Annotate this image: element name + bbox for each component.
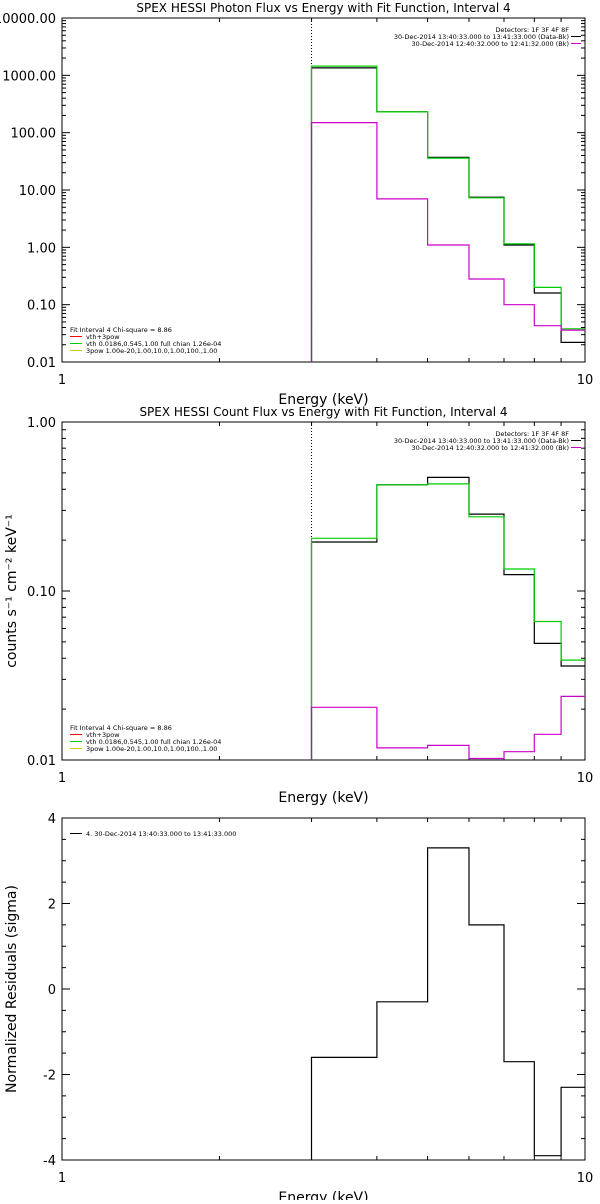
x-axis-label: Energy (keV) xyxy=(278,790,368,806)
legend-header: Fit Interval 4 Chi-square = 8.86 xyxy=(70,326,172,334)
axes-frame xyxy=(61,817,586,1161)
y-tick-label: 10000.00 xyxy=(0,12,56,27)
series-line-data-bk xyxy=(310,476,585,760)
legend-entry-label: vth 0.0186,0.545,1.00 full chian 1.26e-0… xyxy=(86,738,221,746)
chart-title: SPEX HESSI Count Flux vs Energy with Fit… xyxy=(139,405,507,419)
axes-frame xyxy=(61,421,586,761)
axes-frame xyxy=(61,17,586,363)
y-tick-label: 4 xyxy=(48,812,56,827)
x-tick-label: 1 xyxy=(58,1171,66,1186)
x-tick-label: 1 xyxy=(58,771,66,786)
y-tick-label: 1000.00 xyxy=(2,69,56,84)
y-tick-label: 0.01 xyxy=(27,754,56,769)
y-tick-label: 0 xyxy=(48,983,56,998)
x-axis-label: Energy (keV) xyxy=(278,1190,368,1200)
x-axis-label: Energy (keV) xyxy=(278,392,368,408)
y-tick-label: 100.00 xyxy=(11,127,57,142)
legend-header: Detectors: 1F 3F 4F 8F xyxy=(495,430,569,438)
chart-title: SPEX HESSI Photon Flux vs Energy with Fi… xyxy=(136,1,510,15)
chart-panel-3: 1 10 -4 -2 0 2 4 Energy (keV) Normalized Residua… xyxy=(4,812,594,1204)
x-tick-label: 10 xyxy=(577,1171,594,1186)
chart-panel-1: SPEX HESSI Photon Flux vs Energy with Fi… xyxy=(0,1,593,408)
legend-header: Fit Interval 4 Chi-square = 8.86 xyxy=(70,724,172,732)
series-line-residuals xyxy=(310,847,585,1160)
y-tick-label: 0.01 xyxy=(27,356,56,371)
legend-entry-label: 3pow 1.00e-20,1.00,10.0,1.00,100.,1.00 xyxy=(86,745,217,753)
y-tick-label: 0.10 xyxy=(27,585,56,600)
x-tick-label: 10 xyxy=(577,373,594,388)
legend-entry-label: 30-Dec-2014 13:40:33.000 to 13:41:33.000… xyxy=(394,437,569,445)
y-tick-label: 10.00 xyxy=(19,184,56,199)
legend-entry-label: 3pow 1.00e-20,1.00,10.0,1.00,100.,1.00 xyxy=(86,347,217,355)
legend-entry-label: 30-Dec-2014 12:40:32.000 to 12:41:32.000… xyxy=(412,444,570,452)
series-line-vth-3pow xyxy=(310,65,585,362)
legend-entry-label: 4. 30-Dec-2014 13:40:33.000 to 13:41:33.… xyxy=(86,830,236,838)
y-tick-label: -2 xyxy=(43,1069,56,1084)
series-line-bk xyxy=(310,122,585,362)
legend-header: Detectors: 1F 3F 4F 8F xyxy=(495,26,569,34)
legend-entry-label: 30-Dec-2014 12:40:32.000 to 12:41:32.000… xyxy=(412,40,570,48)
x-tick-label: 1 xyxy=(58,373,66,388)
series-line-vth-3pow xyxy=(310,483,585,760)
y-tick-label: 0.10 xyxy=(27,299,56,314)
y-tick-label: -4 xyxy=(43,1154,56,1169)
legend-entry-label: vth+3pow xyxy=(86,333,120,341)
x-tick-label: 10 xyxy=(577,771,594,786)
series-line-data-bk xyxy=(310,67,585,362)
y-tick-label: 1.00 xyxy=(27,241,56,256)
legend-entry-label: 30-Dec-2014 13:40:33.000 to 13:41:33.000… xyxy=(394,33,569,41)
y-tick-label: 1.00 xyxy=(27,416,56,431)
legend-entry-label: vth+3pow xyxy=(86,731,120,739)
legend-entry-label: vth 0.0186,0.545,1.00 full chian 1.26e-0… xyxy=(86,340,221,348)
y-tick-label: 2 xyxy=(48,898,56,913)
series-line-bk xyxy=(310,695,585,760)
chart-panel-2: SPEX HESSI Count Flux vs Energy with Fit… xyxy=(4,405,593,806)
y-axis-label: Normalized Residuals (sigma) xyxy=(4,885,20,1093)
y-axis-label: counts s⁻¹ cm⁻² keV⁻¹ xyxy=(4,514,20,668)
